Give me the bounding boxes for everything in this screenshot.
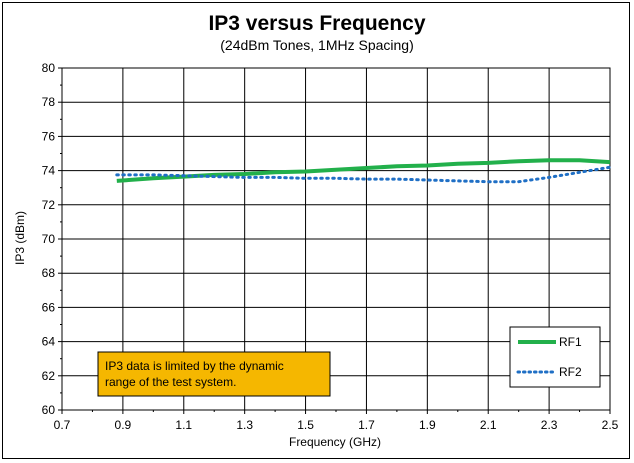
annotation-line-2: range of the test system. bbox=[105, 375, 236, 389]
y-tick-label: 66 bbox=[42, 300, 56, 314]
y-tick-label: 68 bbox=[42, 266, 56, 280]
y-tick-label: 72 bbox=[42, 198, 56, 212]
legend: RF1 RF2 bbox=[509, 326, 601, 388]
x-axis-label: Frequency (GHz) bbox=[289, 435, 381, 449]
annotation-background bbox=[97, 351, 331, 397]
x-tick-label: 1.9 bbox=[419, 418, 436, 432]
y-tick-label: 76 bbox=[42, 129, 56, 143]
x-tick-label: 0.9 bbox=[115, 418, 132, 432]
y-tick-label: 74 bbox=[42, 164, 56, 178]
x-tick-label: 2.1 bbox=[480, 418, 497, 432]
annotation-line-1: IP3 data is limited by the dynamic bbox=[105, 359, 284, 373]
annotation-box: IP3 data is limited by the dynamic range… bbox=[97, 351, 331, 397]
x-tick-label: 2.5 bbox=[602, 418, 619, 432]
legend-box bbox=[509, 326, 601, 388]
y-tick-label: 70 bbox=[42, 232, 56, 246]
y-tick-label: 78 bbox=[42, 95, 56, 109]
x-tick-label: 1.3 bbox=[236, 418, 253, 432]
series-lines bbox=[115, 158, 612, 184]
y-tick-label: 64 bbox=[42, 335, 56, 349]
axis-ticks: 60 62 64 66 68 70 72 74 76 78 80 0.7 0.9 1.1 1.3 1.5 1.7… bbox=[42, 61, 619, 432]
chart-title: IP3 versus Frequency bbox=[208, 12, 425, 35]
x-tick-label: 1.1 bbox=[175, 418, 192, 432]
legend-rf1-label: RF1 bbox=[559, 335, 582, 349]
y-tick-label: 60 bbox=[42, 403, 56, 417]
y-tick-label: 80 bbox=[42, 61, 56, 75]
x-tick-label: 1.7 bbox=[358, 418, 375, 432]
x-tick-label: 2.3 bbox=[541, 418, 558, 432]
y-axis-label: IP3 (dBm) bbox=[13, 211, 27, 265]
x-tick-label: 1.5 bbox=[297, 418, 314, 432]
series-line-rf1 bbox=[116, 158, 611, 183]
chart-subtitle: (24dBm Tones, 1MHz Spacing) bbox=[220, 37, 414, 53]
y-tick-label: 62 bbox=[42, 369, 56, 383]
legend-rf2-label: RF2 bbox=[559, 365, 582, 379]
x-tick-label: 0.7 bbox=[54, 418, 71, 432]
